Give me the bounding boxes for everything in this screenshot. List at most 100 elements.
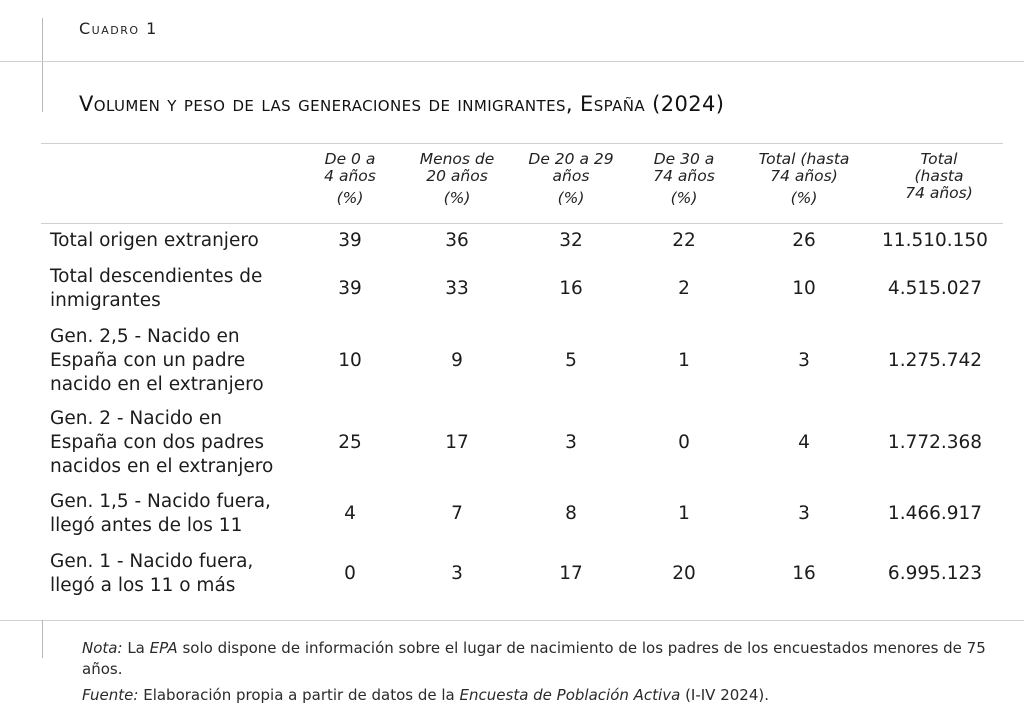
- footnotes: Nota: La EPA solo dispone de información…: [82, 638, 992, 711]
- table-cell: 17: [445, 431, 469, 453]
- note-text: La: [127, 639, 145, 657]
- table-cell: 22: [672, 229, 696, 251]
- row-label: Total origen extranjero: [41, 224, 293, 258]
- table-cell: 16: [559, 277, 583, 299]
- bottom-left-vertical-rule: [42, 620, 43, 658]
- row-label: Gen. 1,5 - Nacido fuera, llegó antes de l…: [41, 484, 293, 544]
- note-paragraph: Nota: La EPA solo dispone de información…: [82, 638, 992, 680]
- top-horizontal-rule: [0, 61, 1024, 62]
- table-row: Gen. 1,5 - Nacido fuera, llegó antes de l…: [41, 484, 1003, 544]
- column-header-line: De 30 a: [653, 150, 715, 168]
- row-label-line: nacidos en el extranjero: [50, 455, 274, 477]
- table-cell: 1.772.368: [887, 431, 983, 453]
- header-empty-cell: [41, 143, 293, 224]
- table-cell: 3: [451, 562, 463, 584]
- table-cell: 8: [565, 502, 577, 524]
- column-header-line: Menos de: [419, 150, 495, 168]
- source-paragraph: Fuente: Elaboración propia a partir de d…: [82, 685, 992, 706]
- table-cell: 10: [338, 349, 362, 371]
- column-header-line: (hasta: [914, 167, 964, 185]
- table-cell: 9: [451, 349, 463, 371]
- column-header-line: Total: [920, 150, 958, 168]
- column-header-unit: (%): [443, 189, 471, 207]
- table-cell: 0: [678, 431, 690, 453]
- table-cell: 36: [445, 229, 469, 251]
- row-label-line: Gen. 2 - Nacido en: [50, 407, 222, 429]
- table-cell: 20: [672, 562, 696, 584]
- table-cell: 2: [678, 277, 690, 299]
- table-cell: 7: [451, 502, 463, 524]
- table-cell: 1.275.742: [887, 349, 983, 371]
- row-label-line: Gen. 1 - Nacido fuera,: [50, 550, 254, 572]
- table-cell: 1: [678, 349, 690, 371]
- bottom-horizontal-rule: [0, 620, 1024, 621]
- row-label-line: España con un padre: [50, 349, 246, 371]
- table-row: Gen. 2,5 - Nacido en España con un padre n…: [41, 320, 1003, 402]
- column-header-unit: (%): [670, 189, 698, 207]
- column-header-line: 20 años: [426, 167, 488, 185]
- row-label: Gen. 2 - Nacido en España con dos padres n…: [41, 402, 293, 484]
- table-cell: 5: [565, 349, 577, 371]
- table-cell: 10: [792, 277, 816, 299]
- table-row: Gen. 2 - Nacido en España con dos padres n…: [41, 402, 1003, 484]
- row-label-line: Total descendientes de: [50, 265, 263, 287]
- row-label-line: Gen. 2,5 - Nacido en: [50, 325, 240, 347]
- row-label-line: inmigrantes: [50, 289, 161, 311]
- column-header-line: De 20 a 29: [528, 150, 614, 168]
- column-header-line: 4 años: [324, 167, 376, 185]
- column-header-line: 74 años): [770, 167, 838, 185]
- column-header-line: De 0 a: [324, 150, 376, 168]
- source-survey: Encuesta de Población Activa: [459, 686, 681, 704]
- header-row: De 0 a 4 años (%) Menos de 20 años (%) D…: [41, 143, 1003, 224]
- table-cell: 17: [559, 562, 583, 584]
- table-cell: 33: [445, 277, 469, 299]
- table-cell: 39: [338, 277, 362, 299]
- column-header: De 30 a 74 años (%): [635, 143, 733, 224]
- row-label-line: llegó antes de los 11: [50, 514, 243, 536]
- data-table: De 0 a 4 años (%) Menos de 20 años (%) D…: [41, 143, 1003, 604]
- column-header-line: Total (hasta: [758, 150, 850, 168]
- column-header-line: años: [552, 167, 590, 185]
- table-cell: 25: [338, 431, 362, 453]
- row-label-line: Total origen extranjero: [50, 229, 259, 251]
- table-row: Gen. 1 - Nacido fuera, llegó a los 11 o m…: [41, 544, 1003, 604]
- table-row: Total origen extranjero 39 36 32 22 26 1…: [41, 224, 1003, 258]
- table-cell: 16: [792, 562, 816, 584]
- top-left-vertical-rule: [42, 18, 43, 112]
- table-cell: 39: [338, 229, 362, 251]
- table-cell: 4: [798, 431, 810, 453]
- cuadro-label: Cuadro 1: [79, 19, 158, 38]
- column-header-line: 74 años): [905, 184, 973, 202]
- row-label-line: España con dos padres: [50, 431, 265, 453]
- table-cell: 6.995.123: [887, 562, 983, 584]
- column-header-unit: (%): [336, 189, 364, 207]
- source-text: Elaboración propia a partir de datos de …: [143, 686, 455, 704]
- column-header: Total (hasta 74 años): [875, 143, 1003, 224]
- table-cell: 11.510.150: [882, 229, 988, 251]
- table-cell: 1: [678, 502, 690, 524]
- note-epa: EPA: [149, 639, 178, 657]
- row-label-line: Gen. 1,5 - Nacido fuera,: [50, 490, 271, 512]
- table-cell: 0: [344, 562, 356, 584]
- table-cell: 4.515.027: [887, 277, 983, 299]
- column-header: De 0 a 4 años (%): [293, 143, 407, 224]
- column-header: Total (hasta 74 años) (%): [733, 143, 875, 224]
- note-label: Nota:: [82, 639, 123, 657]
- table-cell: 1.466.917: [887, 502, 983, 524]
- source-text: (I-IV 2024).: [685, 686, 769, 704]
- row-label-line: llegó a los 11 o más: [50, 574, 236, 596]
- table-cell: 3: [798, 502, 810, 524]
- table-row: Total descendientes de inmigrantes 39 33 …: [41, 258, 1003, 320]
- table-cell: 32: [559, 229, 583, 251]
- row-label: Gen. 1 - Nacido fuera, llegó a los 11 o m…: [41, 544, 293, 604]
- column-header-line: 74 años: [653, 167, 715, 185]
- column-header: Menos de 20 años (%): [407, 143, 507, 224]
- column-header-unit: (%): [557, 189, 585, 207]
- table-cell: 3: [798, 349, 810, 371]
- column-header: De 20 a 29 años (%): [507, 143, 635, 224]
- column-header-unit: (%): [790, 189, 818, 207]
- note-text: solo dispone de información sobre el lug…: [82, 639, 986, 678]
- row-label: Gen. 2,5 - Nacido en España con un padre n…: [41, 320, 293, 402]
- source-label: Fuente:: [82, 686, 139, 704]
- table-cell: 3: [565, 431, 577, 453]
